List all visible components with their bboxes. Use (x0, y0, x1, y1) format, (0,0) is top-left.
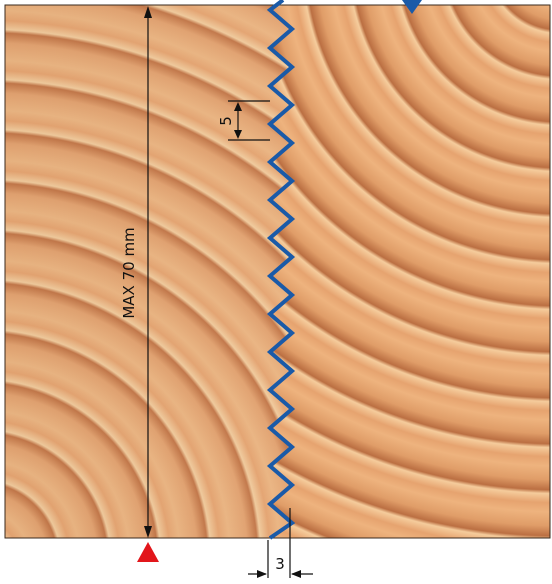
wood-board-right (270, 5, 550, 538)
tooth-depth-dimension (248, 508, 313, 578)
max-depth-dimension (144, 6, 152, 538)
bottom-marker-triangle (137, 542, 159, 562)
top-marker-triangle (402, 0, 422, 14)
max-depth-label: MAX 70 mm (120, 227, 138, 318)
tooth-pitch-label: 5 (217, 116, 235, 126)
finger-joint-cut-line (266, 0, 296, 540)
tooth-pitch-dimension (228, 100, 270, 141)
tooth-depth-label: 3 (275, 555, 285, 573)
